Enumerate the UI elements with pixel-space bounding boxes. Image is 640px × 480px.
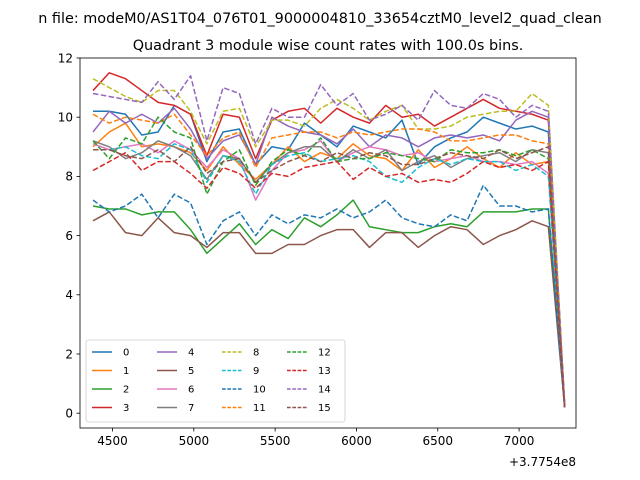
x-offset-label: +3.7754e8 <box>509 455 576 469</box>
series-line-8 <box>92 78 566 405</box>
series-line-9 <box>93 143 566 408</box>
legend-label-5: 5 <box>188 366 194 377</box>
figure-suptitle: n file: modeM0/AS1T04_076T01_9000004810_… <box>38 11 602 27</box>
series-line-13 <box>92 151 566 408</box>
x-tick-label: 4500 <box>97 434 128 448</box>
legend-label-3: 3 <box>123 403 129 414</box>
x-tick-label: 6500 <box>422 434 453 448</box>
y-tick-label: 8 <box>65 170 73 184</box>
x-tick-label: 5000 <box>179 434 210 448</box>
y-tick-label: 2 <box>65 347 73 361</box>
legend-label-4: 4 <box>188 348 194 359</box>
y-tick-label: 4 <box>65 288 73 302</box>
chart-title: Quadrant 3 module wise count rates with … <box>133 38 524 54</box>
y-axis: 0 2 4 6 8 10 12 <box>58 51 80 421</box>
series-line-4 <box>92 107 566 405</box>
legend-label-14: 14 <box>318 385 331 396</box>
legend-label-12: 12 <box>318 348 331 359</box>
series-line-14 <box>92 75 566 405</box>
legend-label-10: 10 <box>253 385 266 396</box>
plot-frame <box>79 57 577 429</box>
legend-label-7: 7 <box>188 403 194 414</box>
y-tick-label: 6 <box>65 229 73 243</box>
legend-label-15: 15 <box>318 403 331 414</box>
series-layer <box>92 72 566 408</box>
legend-label-6: 6 <box>188 385 194 396</box>
series-line-11 <box>92 113 566 405</box>
series-line-2 <box>92 199 566 408</box>
series-line-3 <box>92 72 566 405</box>
x-tick-label: 6000 <box>341 434 372 448</box>
x-tick-label: 7000 <box>504 434 535 448</box>
legend-label-11: 11 <box>253 403 266 414</box>
y-tick-label: 12 <box>58 51 73 65</box>
series-line-12 <box>92 116 566 408</box>
y-tick-label: 0 <box>65 407 73 421</box>
legend-label-1: 1 <box>123 366 129 377</box>
legend-label-0: 0 <box>123 348 129 359</box>
y-tick-label: 10 <box>58 111 73 125</box>
series-line-7 <box>92 140 566 408</box>
x-tick-label: 5500 <box>260 434 291 448</box>
legend-label-9: 9 <box>253 366 259 377</box>
x-axis: 4500 5000 5500 6000 6500 7000 <box>97 428 534 448</box>
series-line-15 <box>93 146 566 408</box>
series-line-10 <box>92 184 566 408</box>
legend-label-8: 8 <box>253 348 259 359</box>
legend-label-2: 2 <box>123 385 129 396</box>
series-line-5 <box>92 211 566 408</box>
legend-label-13: 13 <box>318 366 331 377</box>
legend-box <box>85 339 346 423</box>
